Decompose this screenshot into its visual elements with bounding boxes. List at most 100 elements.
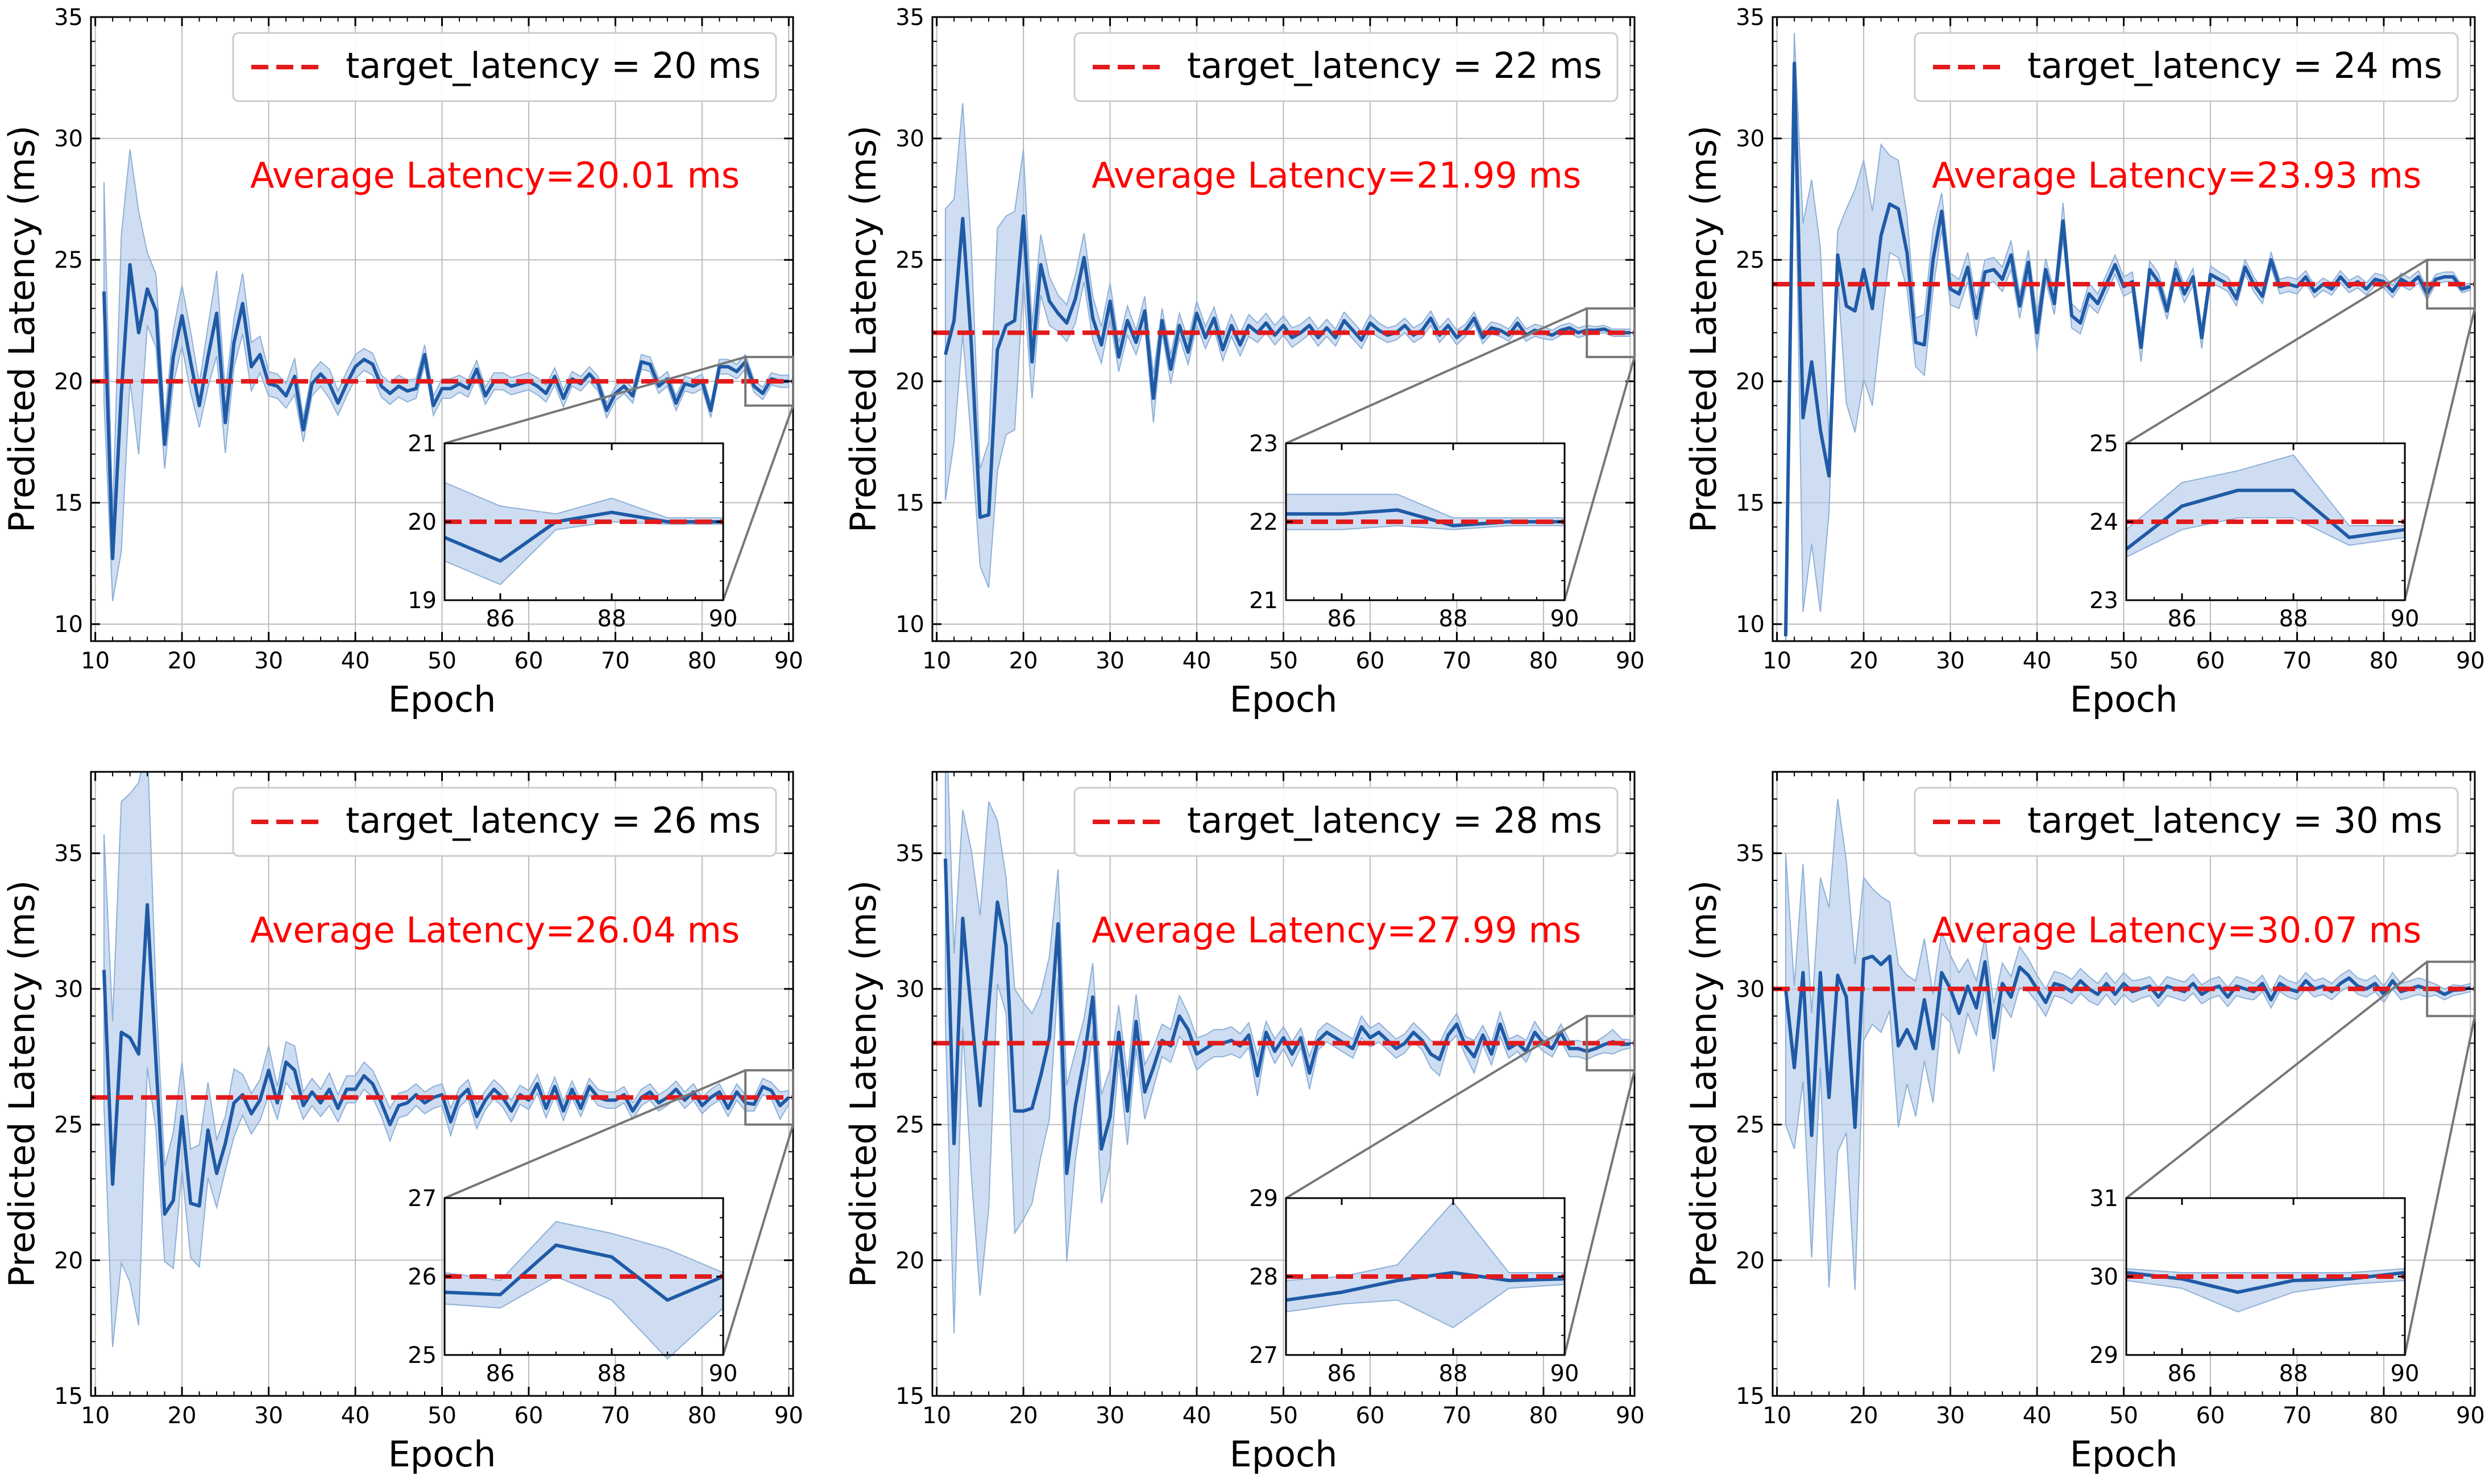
x-tick-label: 50 bbox=[1269, 1403, 1298, 1429]
y-axis-label: Predicted Latency (ms) bbox=[1683, 126, 1724, 533]
inset-y-tick-label: 23 bbox=[2089, 588, 2118, 614]
inset-x-tick-label: 88 bbox=[2279, 606, 2308, 632]
y-tick-label: 15 bbox=[1736, 490, 1765, 516]
x-tick-label: 20 bbox=[168, 648, 197, 674]
inset-zoom: 86 88 90 21 22 23 bbox=[1249, 431, 1579, 632]
y-tick-label: 30 bbox=[54, 976, 83, 1003]
inset-y-tick-label: 27 bbox=[408, 1186, 437, 1212]
x-tick-label: 20 bbox=[1849, 1403, 1878, 1429]
x-tick-label: 10 bbox=[81, 648, 110, 674]
confidence-band bbox=[103, 149, 790, 601]
x-tick-label: 70 bbox=[601, 648, 630, 674]
legend-box bbox=[232, 787, 777, 857]
predicted-latency-line bbox=[102, 263, 789, 560]
y-tick-label: 10 bbox=[54, 612, 83, 638]
x-tick-label: 10 bbox=[1762, 648, 1791, 674]
inset-y-tick-label: 31 bbox=[2089, 1186, 2118, 1212]
x-tick-label: 50 bbox=[2109, 648, 2138, 674]
inset-y-tick-label: 23 bbox=[1249, 431, 1278, 457]
x-tick-label: 80 bbox=[2369, 1403, 2398, 1429]
x-tick-label: 10 bbox=[1762, 1403, 1791, 1429]
x-axis-label: Epoch bbox=[1230, 1433, 1338, 1475]
legend: target_latency = 24 ms bbox=[1914, 32, 2459, 102]
y-tick-label: 15 bbox=[895, 1383, 924, 1410]
data-layer bbox=[932, 103, 1635, 588]
y-tick-label: 15 bbox=[54, 490, 83, 516]
average-latency-annotation: Average Latency=27.99 ms bbox=[1092, 909, 1581, 951]
inset-y-tick-label: 22 bbox=[1249, 509, 1278, 535]
y-tick-label: 20 bbox=[1736, 369, 1765, 395]
inset-x-tick-label: 90 bbox=[2391, 606, 2420, 632]
confidence-band bbox=[1785, 32, 2471, 641]
x-axis-label: Epoch bbox=[1230, 679, 1338, 720]
legend: target_latency = 26 ms bbox=[232, 787, 777, 857]
average-latency-annotation: Average Latency=20.01 ms bbox=[250, 155, 740, 196]
inset-y-tick-label: 29 bbox=[1249, 1186, 1278, 1212]
x-tick-label: 70 bbox=[1442, 648, 1471, 674]
chart-panel-4: 10 20 30 40 50 60 70 80 90 15 20 25 30 35 Epoch Predict… bbox=[1, 771, 803, 1475]
y-tick-label: 25 bbox=[1736, 247, 1765, 273]
zoom-connector-bottom bbox=[2404, 308, 2476, 601]
legend-label: target_latency = 24 ms bbox=[2027, 45, 2442, 86]
data-layer bbox=[91, 149, 793, 601]
zoom-connector-top bbox=[2125, 259, 2428, 444]
average-latency-annotation: Average Latency=26.04 ms bbox=[250, 909, 740, 951]
average-latency-annotation: Average Latency=23.93 ms bbox=[1932, 155, 2421, 196]
y-axis-label: Predicted Latency (ms) bbox=[1, 126, 43, 533]
inset-x-tick-label: 90 bbox=[1550, 1361, 1579, 1387]
y-tick-label: 10 bbox=[895, 612, 924, 638]
zoom-connector-top bbox=[1285, 307, 1587, 444]
legend-label: target_latency = 28 ms bbox=[1187, 800, 1602, 841]
legend-label: target_latency = 26 ms bbox=[346, 800, 761, 841]
zoom-connector-top bbox=[1285, 1015, 1588, 1199]
inset-y-tick-label: 21 bbox=[1249, 588, 1278, 614]
y-tick-label: 35 bbox=[895, 5, 924, 31]
y-tick-label: 15 bbox=[54, 1383, 83, 1410]
zoom-source-box bbox=[1586, 307, 1636, 359]
zoom-connector-bottom bbox=[2404, 1016, 2476, 1356]
confidence-band bbox=[103, 772, 790, 1348]
x-tick-label: 70 bbox=[1442, 1403, 1471, 1429]
x-tick-label: 90 bbox=[774, 1403, 803, 1429]
zoom-connector-top bbox=[444, 356, 746, 444]
x-tick-label: 30 bbox=[254, 1403, 283, 1429]
inset-zoom: 86 88 90 25 26 27 bbox=[408, 1186, 737, 1387]
x-tick-label: 70 bbox=[601, 1403, 630, 1429]
chart-panel-2: 10 20 30 40 50 60 70 80 90 10 15 20 25 30 35 Epoch Predi… bbox=[843, 5, 1645, 720]
inset-y-tick-label: 26 bbox=[408, 1264, 437, 1290]
x-tick-label: 80 bbox=[1529, 648, 1558, 674]
y-tick-label: 25 bbox=[54, 1112, 83, 1138]
predicted-latency-line bbox=[102, 903, 790, 1216]
x-tick-label: 10 bbox=[922, 648, 951, 674]
x-tick-label: 60 bbox=[2196, 648, 2225, 674]
legend-box bbox=[232, 32, 777, 102]
x-tick-label: 80 bbox=[2369, 648, 2398, 674]
inset-x-tick-label: 86 bbox=[486, 606, 515, 632]
x-tick-label: 40 bbox=[341, 1403, 370, 1429]
zoom-source-box bbox=[744, 356, 794, 407]
inset-x-tick-label: 86 bbox=[2168, 1361, 2197, 1387]
data-layer bbox=[1773, 32, 2475, 641]
y-tick-label: 35 bbox=[1736, 841, 1765, 867]
x-axis-label: Epoch bbox=[388, 679, 496, 720]
inset-x-tick-label: 88 bbox=[1439, 606, 1468, 632]
x-tick-label: 20 bbox=[168, 1403, 197, 1429]
chart-panel-1: 10 20 30 40 50 60 70 80 90 10 15 20 25 30 35 Epoch Predi… bbox=[1, 5, 803, 720]
y-tick-label: 10 bbox=[1736, 612, 1765, 638]
x-tick-label: 60 bbox=[2196, 1403, 2225, 1429]
y-axis-label: Predicted Latency (ms) bbox=[843, 880, 884, 1288]
average-latency-annotation: Average Latency=21.99 ms bbox=[1092, 155, 1581, 196]
x-tick-label: 30 bbox=[1936, 1403, 1965, 1429]
zoom-source-box bbox=[1586, 1015, 1636, 1072]
x-tick-label: 30 bbox=[1096, 648, 1125, 674]
inset-y-tick-label: 21 bbox=[408, 431, 437, 457]
y-axis-label: Predicted Latency (ms) bbox=[1683, 880, 1724, 1288]
inset-x-tick-label: 88 bbox=[598, 1361, 627, 1387]
inset-x-tick-label: 88 bbox=[2279, 1361, 2308, 1387]
x-tick-label: 80 bbox=[687, 648, 716, 674]
x-tick-label: 30 bbox=[1936, 648, 1965, 674]
zoom-source-box bbox=[2426, 259, 2476, 310]
x-tick-label: 20 bbox=[1849, 648, 1878, 674]
inset-y-tick-label: 20 bbox=[408, 509, 437, 535]
